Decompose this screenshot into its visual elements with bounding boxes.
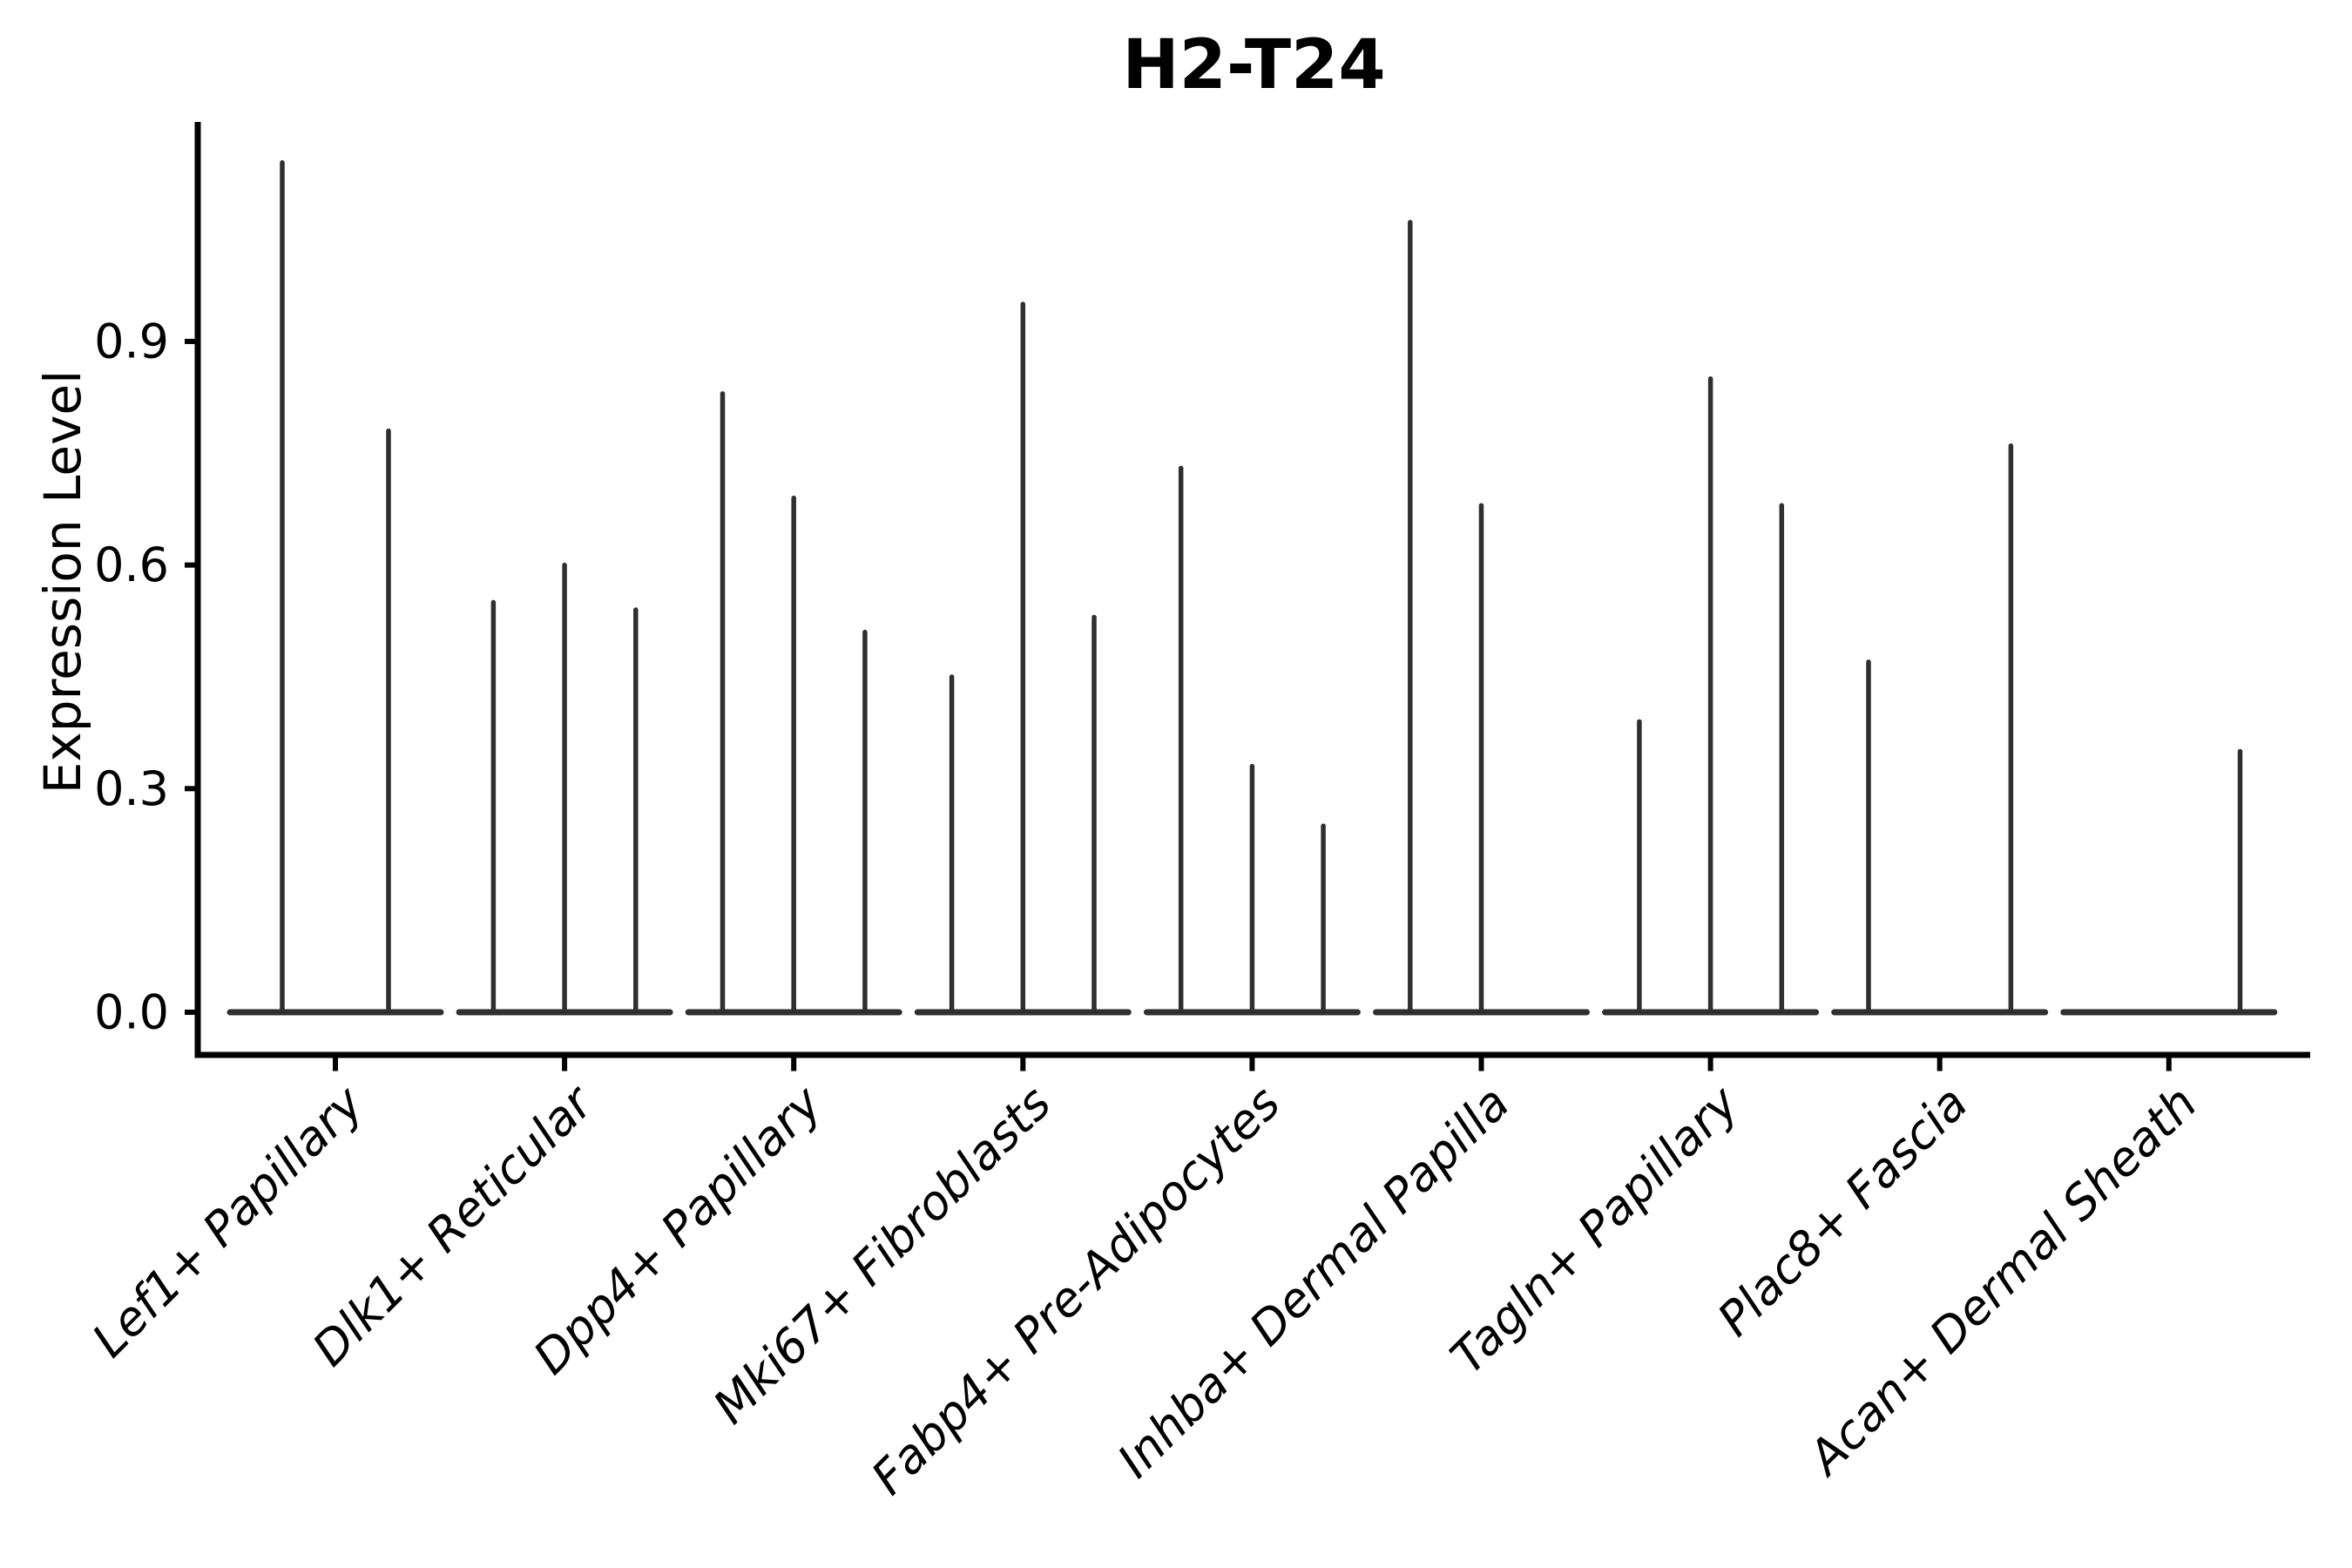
x-category-label: Acan+ Dermal Sheath (1796, 1076, 2207, 1487)
y-tick-label: 0.9 (94, 314, 169, 368)
y-tick-label: 0.6 (94, 537, 169, 592)
x-category-label: Fabp4+ Pre-Adipocytes (861, 1076, 1290, 1505)
x-category-label: Inhba+ Dermal Papilla (1107, 1076, 1520, 1489)
y-tick-label: 0.0 (94, 985, 169, 1040)
y-tick-label: 0.3 (94, 761, 169, 816)
chart-title: H2-T24 (1122, 26, 1386, 105)
